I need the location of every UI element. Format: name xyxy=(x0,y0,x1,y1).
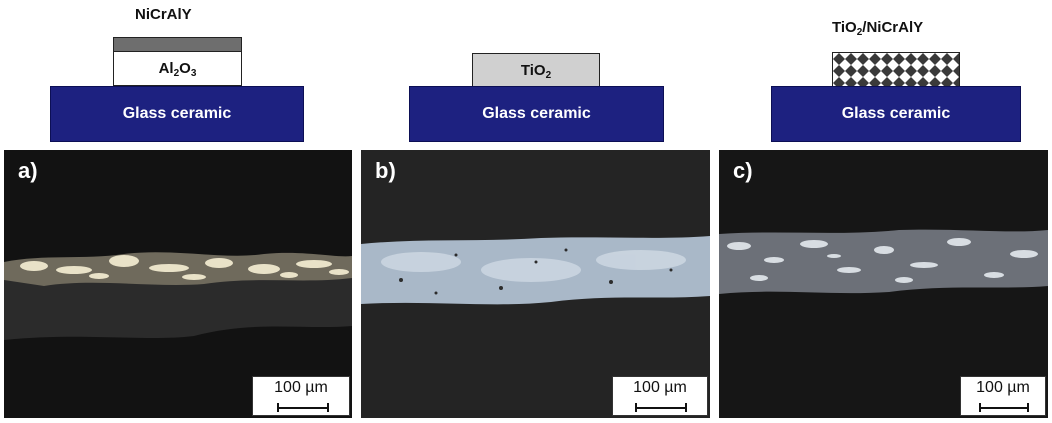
schematic-a-nicraly-layer xyxy=(113,37,242,52)
scale-bar-c-label: 100 µm xyxy=(976,379,1030,396)
scale-line xyxy=(979,407,1029,409)
panel-b-label: b) xyxy=(375,158,396,183)
micrograph-c: c) 100 µm xyxy=(719,150,1048,418)
schematic-a-nicraly-label: NiCrAlY xyxy=(135,6,192,23)
schematic-b-tio2-layer: TiO2 xyxy=(472,53,600,87)
scale-tick xyxy=(327,403,329,412)
alumina-label: Al2O3 xyxy=(158,60,197,79)
schematic-c-substrate: Glass ceramic xyxy=(771,86,1021,142)
scale-line xyxy=(635,407,687,409)
scale-bar-a: 100 µm xyxy=(252,376,350,416)
checker-pattern xyxy=(833,53,959,86)
scale-bar-c: 100 µm xyxy=(960,376,1046,416)
scale-tick xyxy=(1027,403,1029,412)
scale-bar-b-label: 100 µm xyxy=(633,379,687,396)
scale-tick xyxy=(685,403,687,412)
micrograph-a-image xyxy=(4,150,352,418)
schematic-c-composite-layer xyxy=(832,52,960,87)
micrograph-c-image xyxy=(719,150,1048,418)
schematic-a-substrate: Glass ceramic xyxy=(50,86,304,142)
scale-bar-a-label: 100 µm xyxy=(274,379,328,396)
panel-a-label: a) xyxy=(18,158,38,183)
tio2-label: TiO2 xyxy=(520,61,552,81)
schematic-c-composite-label: TiO2/NiCrAlY xyxy=(832,19,924,38)
panel-c-label: c) xyxy=(733,158,753,183)
micrograph-a: a) 100 µm xyxy=(4,150,352,418)
micrograph-b-image xyxy=(361,150,710,418)
scale-line xyxy=(277,407,329,409)
micrograph-b: b) 100 µm xyxy=(361,150,710,418)
scale-bar-b: 100 µm xyxy=(612,376,708,416)
schematic-a-alumina-layer: Al2O3 xyxy=(113,51,242,86)
schematic-b-substrate: Glass ceramic xyxy=(409,86,664,142)
